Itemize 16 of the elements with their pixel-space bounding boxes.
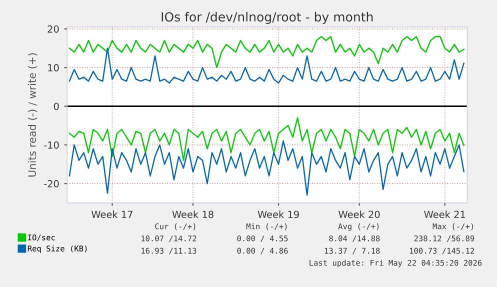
line-series bbox=[68, 48, 464, 84]
x-tick-label: Week 19 bbox=[258, 210, 299, 218]
y-axis-title: Units read (-) / write (+) bbox=[28, 53, 38, 177]
line-series bbox=[68, 117, 464, 161]
y-tick-label: -20 bbox=[44, 180, 59, 188]
y-tick-label: 10 bbox=[48, 64, 59, 72]
line-series bbox=[68, 36, 464, 68]
x-tick-label: Week 17 bbox=[92, 210, 132, 218]
y-tick-label: -10 bbox=[44, 141, 59, 149]
y-tick-label: 0 bbox=[54, 102, 59, 110]
line-series bbox=[68, 140, 464, 196]
y-tick-label: 20 bbox=[48, 25, 59, 33]
x-tick-label: Week 20 bbox=[338, 210, 380, 218]
x-tick-label: Week 21 bbox=[424, 210, 465, 218]
chart-title: IOs for /dev/nlnog/root - by month bbox=[162, 12, 373, 24]
x-tick-label: Week 18 bbox=[172, 210, 214, 218]
